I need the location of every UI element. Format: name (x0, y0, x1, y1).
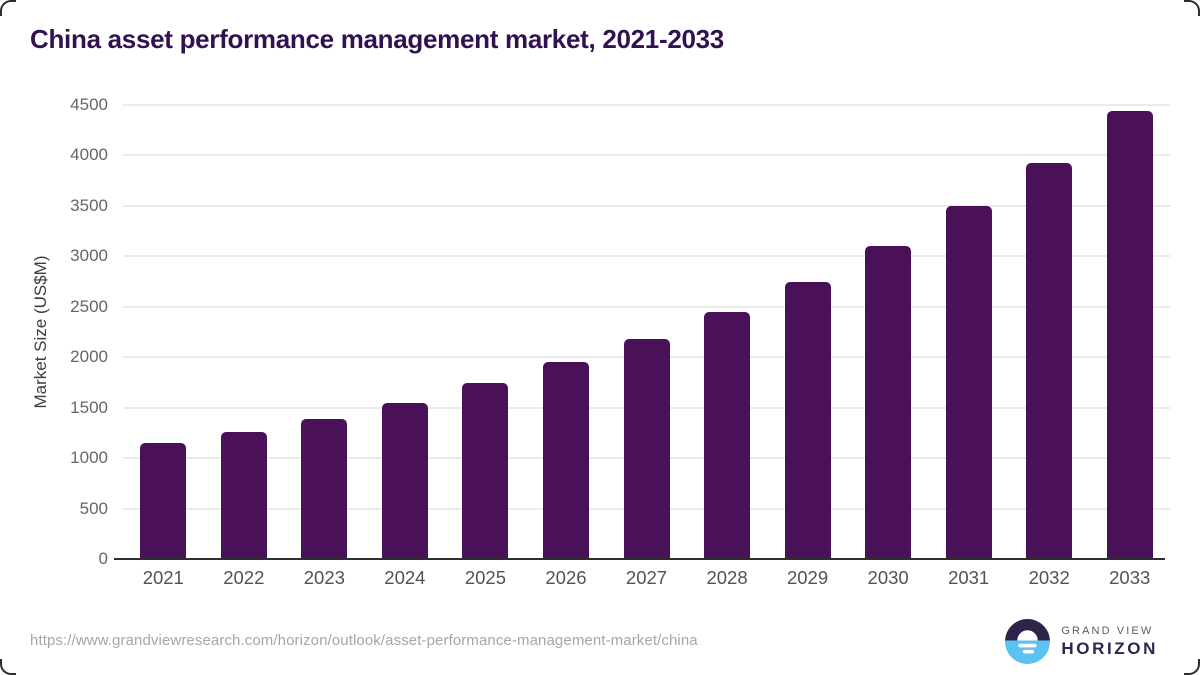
x-tick-label-2029: 2029 (786, 567, 829, 588)
x-tick-label-2027: 2027 (625, 567, 668, 588)
y-tick-label-2500: 2500 (70, 296, 108, 316)
x-tick-label-2025: 2025 (464, 567, 506, 588)
bar-2027 (623, 339, 670, 559)
bar-2021 (140, 442, 187, 559)
x-tick-label-2033: 2033 (1109, 567, 1151, 588)
bar-2025 (462, 383, 509, 559)
gridline-3500 (123, 204, 1170, 207)
x-axis-tick-labels: 2021 2022 2023 2024 2025 2026 2027 2028 2029 2030… (123, 567, 1170, 593)
y-tick-label-1000: 1000 (70, 448, 108, 468)
y-tick-label-0: 0 (98, 549, 108, 568)
gridline-3000 (123, 255, 1170, 258)
logo-wordmark: GRAND VIEW HORIZON (1061, 625, 1158, 659)
x-tick-label-2023: 2023 (303, 567, 345, 588)
logo-text-horizon: HORIZON (1061, 638, 1158, 658)
bar-2022 (220, 431, 267, 559)
y-tick-label-2000: 2000 (70, 347, 108, 367)
y-tick-label-3000: 3000 (70, 246, 108, 266)
x-tick-label-2032: 2032 (1028, 567, 1070, 588)
x-axis-line (114, 558, 1165, 560)
bar-2029 (784, 281, 831, 559)
logo-text-grand-view: GRAND VIEW (1061, 624, 1154, 637)
frame-corner-bottom-left (0, 659, 16, 675)
y-axis-tick-labels: 0 500 1000 1500 2000 2500 3000 3500 4000 4500 (0, 95, 108, 568)
horizon-sun-logo-icon (1005, 619, 1051, 664)
bar-2031 (945, 205, 992, 559)
frame-corner-top-right (1184, 0, 1200, 16)
bar-2026 (542, 362, 589, 559)
y-tick-label-3500: 3500 (70, 195, 108, 215)
plot-area (114, 104, 1170, 560)
grand-view-horizon-logo: GRAND VIEW HORIZON (1005, 619, 1158, 664)
bar-2023 (301, 418, 348, 559)
y-tick-label-500: 500 (79, 498, 108, 518)
x-tick-label-2022: 2022 (223, 567, 265, 588)
bar-2032 (1026, 162, 1073, 559)
gridline-4000 (123, 154, 1170, 157)
chart-title: China asset performance management marke… (30, 24, 724, 54)
bar-2028 (704, 311, 751, 559)
x-tick-label-2024: 2024 (384, 567, 426, 588)
bar-2024 (381, 402, 428, 559)
x-tick-label-2028: 2028 (706, 567, 748, 588)
y-tick-label-4000: 4000 (70, 145, 108, 165)
y-tick-label-1500: 1500 (70, 397, 108, 417)
bar-2030 (865, 246, 912, 559)
y-tick-label-4500: 4500 (70, 95, 108, 114)
gridline-4500 (123, 104, 1170, 106)
x-tick-label-2031: 2031 (948, 567, 990, 588)
x-tick-label-2030: 2030 (867, 567, 909, 588)
frame-corner-top-left (0, 0, 16, 16)
gridline-2500 (123, 305, 1170, 308)
frame-corner-bottom-right (1184, 659, 1200, 675)
x-tick-label-2021: 2021 (142, 567, 184, 588)
source-url: https://www.grandviewresearch.com/horizo… (30, 632, 698, 649)
x-tick-label-2026: 2026 (545, 567, 587, 588)
bar-2033 (1106, 111, 1153, 559)
